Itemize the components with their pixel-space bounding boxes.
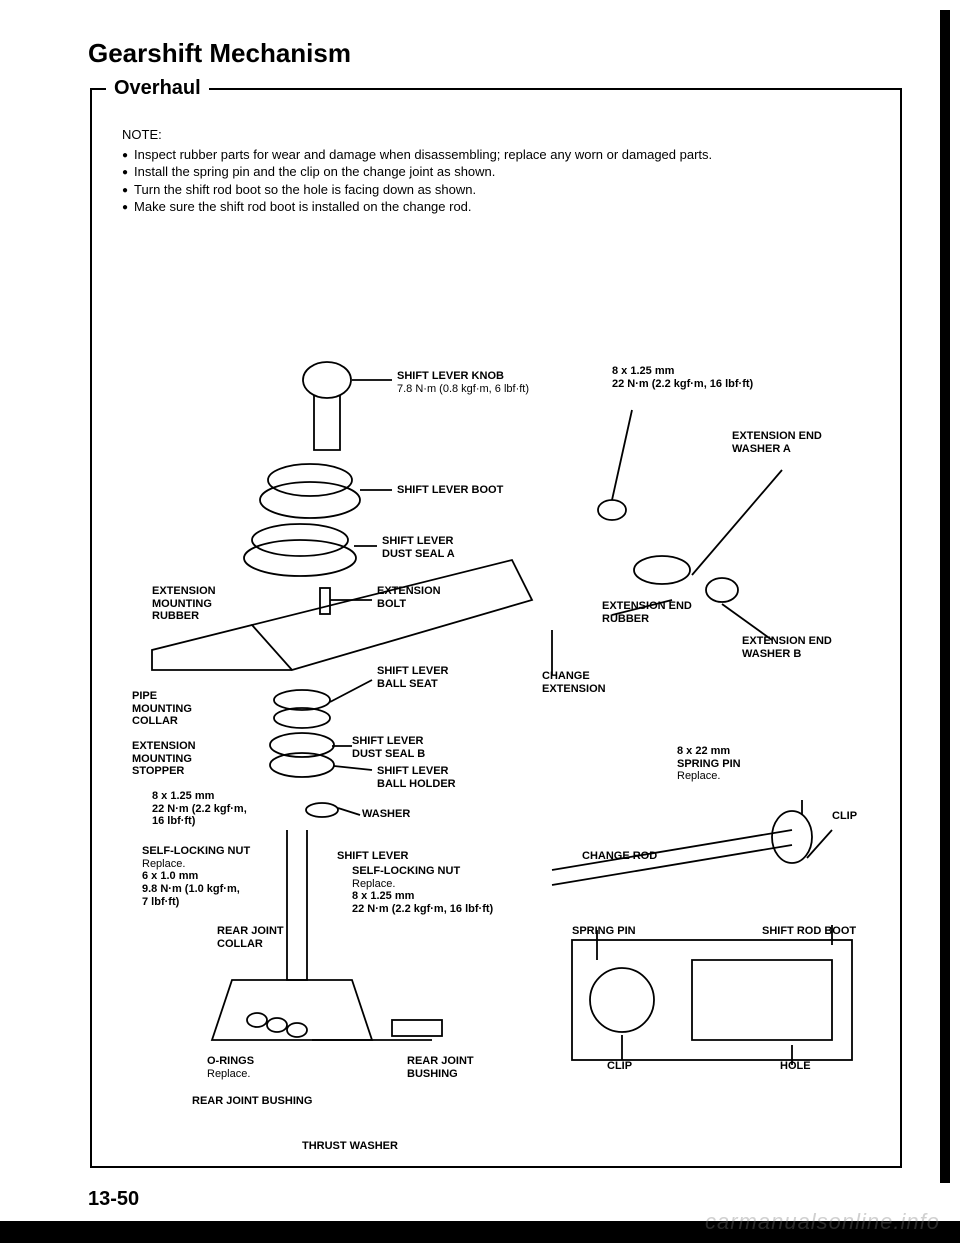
label-ext-mount-rubber: EXTENSION MOUNTING RUBBER (152, 585, 216, 623)
label-washer: WASHER (362, 808, 410, 821)
label-spring-pin: SPRING PIN (572, 925, 636, 938)
label-shift-lever-dust-a: SHIFT LEVER DUST SEAL A (382, 535, 455, 560)
page-title: Gearshift Mechanism (88, 38, 351, 69)
note-heading: NOTE: (122, 126, 870, 144)
page: Gearshift Mechanism Overhaul NOTE: Inspe… (0, 0, 960, 1243)
label-change-rod: CHANGE ROD (582, 850, 657, 863)
label-torque-8x125: 8 x 1.25 mm 22 N·m (2.2 kgf·m, 16 lbf·ft… (612, 365, 753, 390)
exploded-diagram: SHIFT LEVER KNOB 7.8 N·m (0.8 kgf·m, 6 l… (92, 340, 904, 1160)
label-shift-lever: SHIFT LEVER (337, 850, 409, 863)
label-shift-lever-boot: SHIFT LEVER BOOT (397, 484, 503, 497)
label-shift-rod-boot: SHIFT ROD BOOT (762, 925, 856, 938)
label-change-extension: CHANGE EXTENSION (542, 670, 606, 695)
note-item: Inspect rubber parts for wear and damage… (122, 146, 870, 164)
overhaul-section: Overhaul NOTE: Inspect rubber parts for … (90, 88, 902, 1168)
label-extension-bolt: EXTENSION BOLT (377, 585, 441, 610)
label-clip: CLIP (832, 810, 857, 823)
note-item: Make sure the shift rod boot is installe… (122, 198, 870, 216)
label-rear-joint-collar: REAR JOINT COLLAR (217, 925, 284, 950)
label-bolt-8x125: 8 x 1.25 mm 22 N·m (2.2 kgf·m, 16 lbf·ft… (152, 790, 247, 828)
section-label: Overhaul (106, 77, 209, 100)
label-rear-joint-bushing: REAR JOINT BUSHING (407, 1055, 474, 1080)
label-rear-joint-bushing-lower: REAR JOINT BUSHING (192, 1095, 312, 1108)
label-hole: HOLE (780, 1060, 811, 1073)
label-pipe-mount-collar: PIPE MOUNTING COLLAR (132, 690, 192, 728)
page-number: 13-50 (88, 1188, 139, 1211)
label-spring-pin-8x22: 8 x 22 mm SPRING PIN Replace. (677, 745, 741, 783)
label-shift-lever-knob: SHIFT LEVER KNOB 7.8 N·m (0.8 kgf·m, 6 l… (397, 370, 529, 395)
note-item: Turn the shift rod boot so the hole is f… (122, 181, 870, 199)
label-thrust-washer: THRUST WASHER (302, 1140, 398, 1153)
watermark: carmanualsonline.info (705, 1209, 940, 1235)
label-ext-end-washer-a: EXTENSION END WASHER A (732, 430, 822, 455)
label-shift-lever-ball-seat: SHIFT LEVER BALL SEAT (377, 665, 449, 690)
label-shift-lever-ball-holder: SHIFT LEVER BALL HOLDER (377, 765, 456, 790)
label-self-lock-nut-2: SELF-LOCKING NUT Replace. 8 x 1.25 mm 22… (352, 865, 493, 916)
label-shift-lever-dust-b: SHIFT LEVER DUST SEAL B (352, 735, 425, 760)
note-block: NOTE: Inspect rubber parts for wear and … (122, 126, 870, 216)
label-o-rings: O-RINGS Replace. (207, 1055, 254, 1080)
label-ext-mount-stopper: EXTENSION MOUNTING STOPPER (132, 740, 196, 778)
label-ext-end-rubber: EXTENSION END RUBBER (602, 600, 692, 625)
diagram-sketch (92, 340, 904, 1160)
label-clip-2: CLIP (607, 1060, 632, 1073)
label-ext-end-washer-b: EXTENSION END WASHER B (742, 635, 832, 660)
note-list: Inspect rubber parts for wear and damage… (122, 146, 870, 216)
note-item: Install the spring pin and the clip on t… (122, 163, 870, 181)
label-self-lock-nut: SELF-LOCKING NUT Replace. 6 x 1.0 mm 9.8… (142, 845, 250, 908)
